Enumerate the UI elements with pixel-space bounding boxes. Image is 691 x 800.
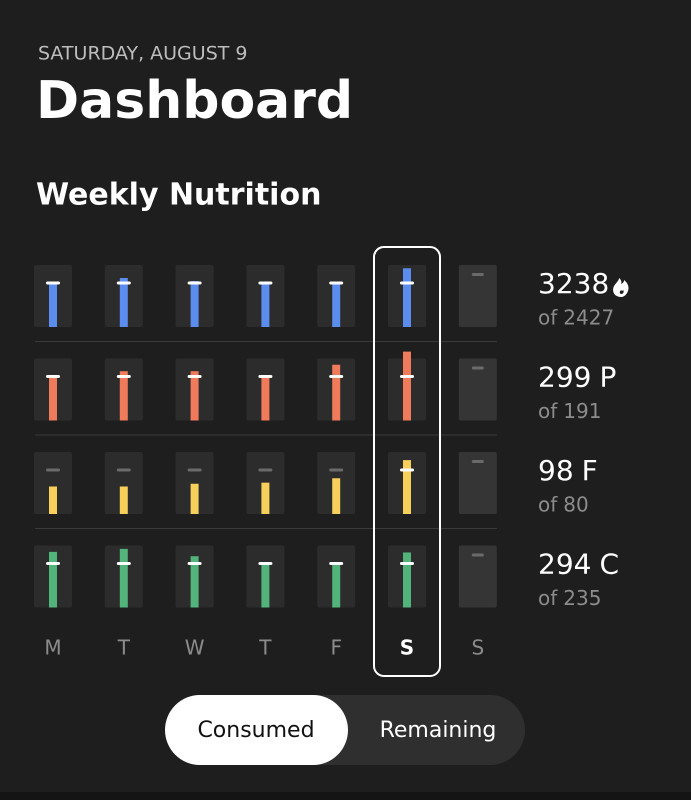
nutrient-bar bbox=[119, 371, 128, 421]
goal-prefix: of bbox=[538, 306, 558, 330]
nutrient-bar bbox=[403, 460, 411, 514]
goal-marker bbox=[471, 366, 484, 370]
consumed-value: 3238 bbox=[538, 267, 609, 300]
nutrient-bar bbox=[190, 556, 199, 608]
consumed-value: 98 bbox=[538, 454, 574, 487]
goal-marker bbox=[258, 468, 273, 472]
bottom-bar bbox=[0, 792, 691, 800]
goal-marker bbox=[471, 460, 484, 463]
nutrient-bar bbox=[190, 371, 199, 421]
goal-prefix: of bbox=[538, 586, 558, 610]
nutrient-bar bbox=[119, 486, 128, 514]
nutrient-bar bbox=[190, 281, 199, 327]
day-label[interactable]: W bbox=[185, 636, 205, 660]
day-label[interactable]: M bbox=[44, 636, 61, 660]
day-cell bbox=[175, 452, 214, 514]
goal-marker bbox=[258, 375, 273, 378]
goal-marker bbox=[329, 468, 344, 472]
toggle-selected bbox=[165, 695, 348, 765]
goal-value: 191 bbox=[563, 399, 601, 423]
row-separator bbox=[35, 341, 497, 342]
selected-day-outline bbox=[373, 246, 441, 677]
nutrient-unit: F bbox=[582, 454, 598, 487]
goal-value: 2427 bbox=[563, 306, 614, 330]
nutrient-bar bbox=[49, 375, 57, 421]
nutrient-bar bbox=[403, 552, 411, 608]
day-label[interactable]: S bbox=[400, 636, 414, 660]
nutrient-unit: C bbox=[599, 548, 619, 581]
goal-marker bbox=[400, 468, 414, 472]
nutrient-bar bbox=[190, 483, 199, 514]
goal-marker bbox=[329, 375, 344, 378]
goal-marker bbox=[116, 281, 131, 285]
goal-marker bbox=[400, 562, 414, 565]
nutrient-bar bbox=[49, 486, 57, 514]
nutrient-bar bbox=[332, 282, 341, 327]
toggle-option[interactable]: Remaining bbox=[380, 718, 497, 743]
nutrient-bar bbox=[49, 283, 57, 327]
page-title: Dashboard bbox=[36, 71, 353, 131]
goal-marker bbox=[187, 375, 202, 378]
nutrient-bar bbox=[261, 482, 270, 514]
section-title: Weekly Nutrition bbox=[36, 178, 321, 213]
nutrient-bar bbox=[119, 548, 128, 608]
goal-value: 235 bbox=[563, 586, 601, 610]
goal-marker bbox=[471, 273, 484, 276]
goal-marker bbox=[46, 468, 60, 472]
day-cell bbox=[458, 265, 497, 327]
nutrient-bar bbox=[261, 563, 270, 608]
goal-marker bbox=[187, 562, 202, 565]
goal-prefix: of bbox=[538, 493, 558, 517]
toggle-option[interactable]: Consumed bbox=[197, 718, 314, 743]
row-separator bbox=[35, 434, 497, 436]
goal-marker bbox=[400, 375, 414, 378]
goal-marker bbox=[116, 468, 131, 472]
consumed-value: 299 bbox=[538, 361, 591, 394]
goal-marker bbox=[258, 562, 273, 565]
goal-marker bbox=[46, 281, 60, 285]
day-cell bbox=[458, 358, 497, 421]
nutrient-bar bbox=[403, 268, 411, 327]
day-cell bbox=[458, 545, 497, 608]
goal-marker bbox=[46, 375, 60, 378]
nutrient-unit: P bbox=[599, 361, 616, 394]
nutrient-bar bbox=[261, 282, 270, 327]
goal-marker bbox=[258, 281, 273, 285]
goal-marker bbox=[400, 281, 414, 285]
day-cell bbox=[104, 452, 143, 514]
goal-marker bbox=[187, 281, 202, 285]
goal-marker bbox=[329, 281, 344, 285]
nutrient-bar bbox=[403, 351, 411, 421]
nutrient-bar bbox=[332, 478, 341, 514]
goal-prefix: of bbox=[538, 399, 558, 423]
date: SATURDAY, AUGUST 9 bbox=[38, 43, 247, 65]
goal-marker bbox=[329, 562, 344, 565]
goal-marker bbox=[116, 562, 131, 565]
goal-value: 80 bbox=[563, 493, 588, 517]
goal-marker bbox=[46, 562, 60, 565]
row-separator bbox=[35, 528, 497, 529]
day-cell bbox=[458, 452, 497, 514]
goal-marker bbox=[471, 553, 484, 557]
nutrient-bar bbox=[49, 551, 57, 608]
nutrient-bar bbox=[261, 375, 270, 421]
nutrient-bar bbox=[119, 277, 128, 327]
day-label[interactable]: T bbox=[258, 636, 272, 660]
calorie-icon bbox=[613, 278, 629, 297]
goal-marker bbox=[116, 375, 131, 378]
day-cell bbox=[34, 452, 72, 514]
consumed-value: 294 bbox=[538, 548, 591, 581]
goal-marker bbox=[187, 468, 202, 472]
day-label[interactable]: S bbox=[471, 636, 484, 660]
nutrient-bar bbox=[332, 364, 341, 421]
nutrient-bar bbox=[332, 563, 341, 608]
day-label[interactable]: T bbox=[117, 636, 131, 660]
day-label[interactable]: F bbox=[330, 636, 342, 660]
